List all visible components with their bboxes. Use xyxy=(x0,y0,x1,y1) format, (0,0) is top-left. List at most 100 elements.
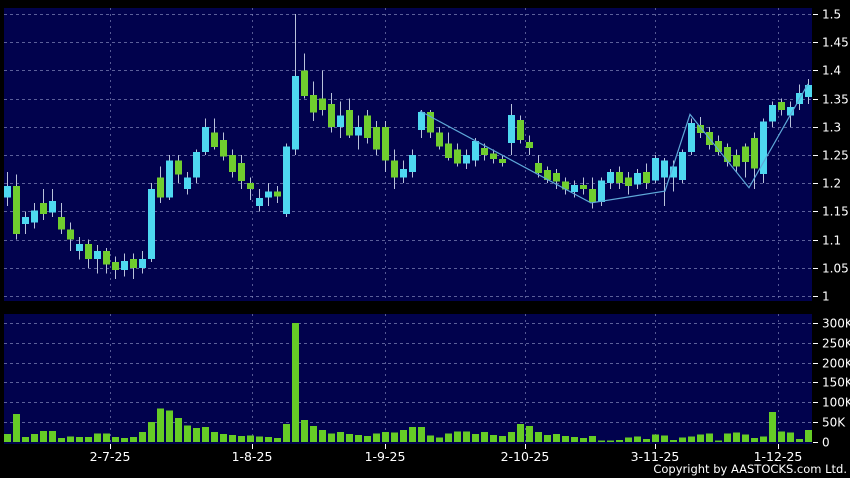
candle-up xyxy=(4,186,11,198)
price-tick-label: 1.2 xyxy=(822,177,841,191)
candle-up xyxy=(787,107,794,116)
candle-down xyxy=(715,140,722,153)
candle-up xyxy=(256,197,263,206)
volume-axis-labels: 300K 250K 200K 150K 100K 50K 0 xyxy=(813,317,850,450)
candle-up xyxy=(166,160,173,198)
volume-bar xyxy=(733,432,740,442)
volume-bar xyxy=(355,434,362,442)
volume-bar xyxy=(616,440,623,442)
volume-tick-label: 250K xyxy=(822,337,850,351)
x-axis-date-label: 1-8-25 xyxy=(232,449,273,464)
candle-up xyxy=(49,201,56,213)
candle-down xyxy=(544,170,551,180)
candle-down xyxy=(85,244,92,259)
volume-bar xyxy=(193,428,200,442)
candle-up xyxy=(355,126,362,136)
candle-down xyxy=(67,229,74,240)
candle-down xyxy=(778,101,785,110)
price-tick-label: 1.45 xyxy=(822,36,849,50)
candle-up xyxy=(679,152,686,180)
volume-tick-label: 300K xyxy=(822,317,850,331)
candle-up xyxy=(805,85,812,97)
volume-bar xyxy=(607,440,614,442)
volume-bar xyxy=(580,438,587,442)
volume-bar xyxy=(499,436,506,442)
volume-bar xyxy=(571,437,578,442)
volume-bar xyxy=(724,433,731,442)
volume-bar xyxy=(310,426,317,442)
volume-bar xyxy=(625,437,632,442)
candle-up xyxy=(76,244,83,251)
candle-up xyxy=(472,140,479,161)
volume-bar xyxy=(157,408,164,442)
x-axis-date-label: 1-12-25 xyxy=(754,449,803,464)
x-axis-date-label: 3-11-25 xyxy=(631,449,680,464)
candle-up xyxy=(193,152,200,178)
volume-bar xyxy=(427,435,434,442)
volume-bar xyxy=(130,437,137,442)
candle-down xyxy=(58,217,65,230)
volume-bar xyxy=(661,435,668,442)
candle-down xyxy=(229,155,236,172)
volume-bar xyxy=(760,436,767,442)
candle-up xyxy=(31,210,38,223)
volume-panel xyxy=(4,314,812,444)
candle-down xyxy=(580,184,587,189)
volume-bar xyxy=(265,437,272,442)
volume-bar xyxy=(76,437,83,442)
price-tick-label: 1.4 xyxy=(822,64,841,78)
volume-bar xyxy=(598,440,605,442)
candle-down xyxy=(364,115,371,139)
candle-up xyxy=(148,188,155,259)
copyright-text: Copyright by AASTOCKS.com Ltd. xyxy=(653,462,847,476)
candle-down xyxy=(427,112,434,133)
volume-bar xyxy=(562,436,569,442)
volume-tick-label: 200K xyxy=(822,357,850,371)
volume-bar xyxy=(319,430,326,442)
volume-tick-label: 50K xyxy=(822,416,846,430)
candle-up xyxy=(463,155,470,164)
candle-down xyxy=(274,191,281,197)
volume-bar xyxy=(139,432,146,442)
volume-tick-label: 150K xyxy=(822,376,850,390)
candle-up xyxy=(283,146,290,215)
volume-bar xyxy=(4,434,11,442)
volume-bar xyxy=(58,438,65,442)
volume-bar xyxy=(274,438,281,442)
volume-bar xyxy=(67,436,74,442)
volume-bar xyxy=(652,434,659,442)
volume-series xyxy=(4,322,812,442)
volume-bar xyxy=(220,434,227,442)
volume-bar xyxy=(463,431,470,442)
chart-panels xyxy=(4,8,812,444)
x-axis-labels: 2-7-25 1-8-25 1-9-25 2-10-25 3-11-25 1-12-25 xyxy=(90,444,803,464)
candle-down xyxy=(499,158,506,163)
candle-up xyxy=(652,157,659,181)
price-tick-label: 1.5 xyxy=(822,8,841,22)
candle-down xyxy=(535,162,542,174)
volume-bar xyxy=(553,434,560,442)
candle-down xyxy=(373,126,380,150)
candle-up xyxy=(337,115,344,127)
volume-bar xyxy=(175,418,182,442)
candle-down xyxy=(589,188,596,202)
candle-up xyxy=(418,112,425,131)
volume-bar xyxy=(229,434,236,442)
candle-down xyxy=(40,202,47,215)
volume-bar xyxy=(301,420,308,442)
candle-up xyxy=(202,126,209,153)
volume-bar xyxy=(391,432,398,442)
candle-down xyxy=(733,155,740,167)
price-tick-label: 1.25 xyxy=(822,149,849,163)
volume-bar xyxy=(742,434,749,442)
volume-bar xyxy=(544,434,551,442)
volume-bar xyxy=(256,436,263,442)
price-tick-label: 1.3 xyxy=(822,121,841,135)
volume-bar xyxy=(679,437,686,442)
candle-down xyxy=(481,148,488,155)
candle-down xyxy=(301,70,308,96)
volume-bar xyxy=(769,411,776,442)
volume-bar xyxy=(436,437,443,442)
candle-down xyxy=(238,162,245,181)
candle-up xyxy=(661,160,668,178)
